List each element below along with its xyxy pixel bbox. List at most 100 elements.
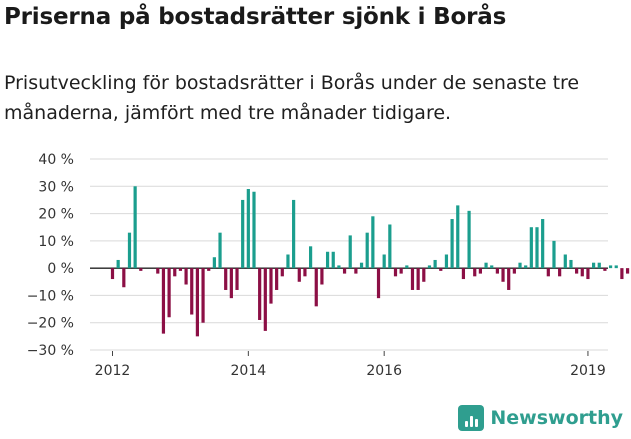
bar bbox=[201, 268, 205, 323]
bar bbox=[303, 268, 307, 277]
bar bbox=[427, 265, 432, 269]
x-tick-label: 2014 bbox=[231, 363, 267, 379]
chart-title: Priserna på bostadsrätter sjönk i Borås bbox=[4, 4, 507, 30]
y-tick-label: 40 % bbox=[38, 152, 74, 168]
bar bbox=[133, 186, 137, 269]
bar bbox=[309, 246, 313, 269]
bar bbox=[490, 265, 494, 269]
bar bbox=[190, 268, 194, 315]
bar bbox=[286, 254, 290, 269]
bar bbox=[263, 268, 267, 331]
bar bbox=[586, 268, 590, 280]
bar bbox=[608, 265, 613, 269]
bar bbox=[563, 254, 567, 269]
bar bbox=[325, 251, 330, 269]
bar bbox=[535, 227, 539, 269]
bar bbox=[371, 216, 375, 269]
bar bbox=[229, 268, 233, 299]
bar bbox=[337, 265, 341, 269]
bar bbox=[365, 232, 369, 269]
y-tick-label: 10 % bbox=[38, 234, 74, 250]
bar bbox=[331, 251, 335, 269]
bar bbox=[541, 219, 545, 269]
bar bbox=[625, 268, 630, 274]
bar bbox=[450, 219, 454, 269]
bar bbox=[292, 199, 296, 269]
newsworthy-logo: Newsworthy bbox=[458, 405, 623, 431]
bar bbox=[212, 257, 216, 269]
y-tick-label: −10 % bbox=[27, 288, 74, 304]
bar bbox=[342, 268, 347, 274]
bar bbox=[478, 268, 482, 274]
bar bbox=[388, 224, 392, 269]
bar bbox=[507, 268, 511, 290]
bar bbox=[473, 268, 477, 277]
bar bbox=[195, 268, 199, 337]
bar bbox=[467, 210, 471, 269]
bar bbox=[603, 268, 607, 271]
bar bbox=[495, 268, 499, 274]
bar bbox=[258, 268, 262, 320]
bar bbox=[620, 268, 624, 280]
bar bbox=[405, 265, 409, 269]
y-tick-label: 30 % bbox=[38, 179, 74, 195]
bar bbox=[354, 268, 358, 274]
bar bbox=[348, 235, 352, 269]
bar bbox=[156, 268, 160, 274]
bar bbox=[597, 262, 601, 269]
bar bbox=[218, 232, 222, 269]
bar bbox=[512, 268, 516, 274]
bar bbox=[484, 262, 488, 269]
x-tick-label: 2012 bbox=[95, 363, 131, 379]
bar bbox=[246, 189, 250, 269]
bar bbox=[461, 268, 466, 280]
bar bbox=[433, 259, 437, 269]
bar bbox=[575, 268, 579, 274]
bar bbox=[275, 268, 279, 290]
bar bbox=[422, 268, 426, 282]
bar bbox=[110, 268, 115, 280]
y-tick-label: 20 % bbox=[38, 207, 74, 223]
bar bbox=[393, 268, 398, 277]
bar bbox=[529, 227, 533, 269]
bar bbox=[161, 268, 166, 334]
bar bbox=[241, 199, 245, 269]
bar bbox=[269, 268, 273, 304]
bar bbox=[224, 268, 228, 290]
bar bbox=[569, 259, 573, 269]
bar bbox=[235, 268, 239, 290]
bar bbox=[501, 268, 505, 282]
bar bbox=[456, 205, 460, 269]
bar bbox=[207, 268, 211, 271]
bar bbox=[410, 268, 415, 290]
bar bbox=[116, 259, 120, 269]
bar bbox=[167, 268, 171, 318]
bar bbox=[592, 262, 596, 269]
x-axis-ticks: 2012201420162019202120232025 bbox=[95, 351, 606, 379]
bar-chart-icon bbox=[458, 405, 485, 431]
bar bbox=[558, 268, 562, 277]
bar bbox=[139, 268, 143, 271]
bar bbox=[178, 268, 183, 271]
bar bbox=[399, 268, 403, 274]
bar bbox=[184, 268, 188, 285]
bar bbox=[518, 262, 522, 269]
bar bbox=[552, 240, 556, 269]
bar bbox=[314, 268, 318, 307]
bar bbox=[122, 268, 126, 288]
bar bbox=[297, 268, 301, 282]
bar bbox=[546, 268, 550, 277]
bar bbox=[252, 191, 256, 269]
bar bbox=[127, 232, 132, 269]
bar bbox=[416, 268, 420, 290]
brand-name: Newsworthy bbox=[490, 407, 623, 429]
bar bbox=[439, 268, 443, 271]
bar bbox=[580, 268, 584, 277]
y-axis-ticks: 40 % 30 % 20 % 10 % 0 % −10 % −20 % −30 % bbox=[27, 152, 74, 359]
bar bbox=[359, 262, 364, 269]
bars bbox=[110, 186, 630, 337]
bar bbox=[614, 265, 618, 269]
bar bbox=[173, 268, 177, 277]
chart-subtitle: Prisutveckling för bostadsrätter i Borås… bbox=[4, 72, 580, 124]
